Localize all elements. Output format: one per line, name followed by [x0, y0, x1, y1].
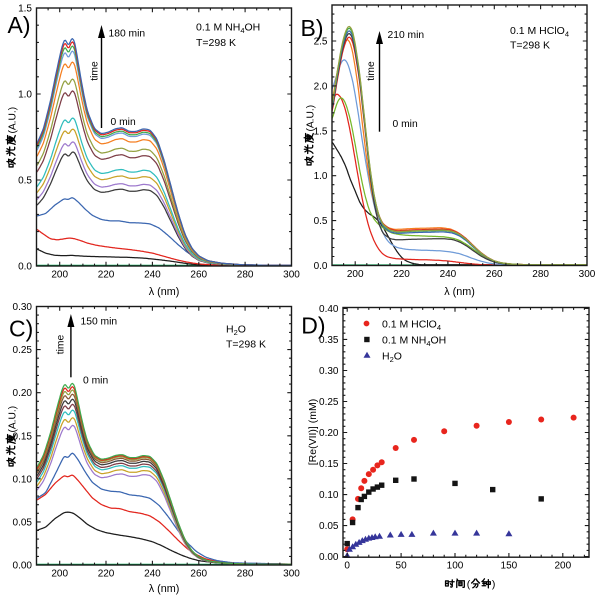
svg-text:time: time — [366, 61, 377, 81]
svg-text:0.5: 0.5 — [18, 176, 32, 187]
svg-text:200: 200 — [554, 561, 571, 572]
svg-text:260: 260 — [486, 269, 503, 280]
svg-text:2.0: 2.0 — [314, 81, 328, 92]
svg-text:): ) — [492, 579, 496, 591]
svg-text:B): B) — [301, 15, 324, 41]
svg-text:1.5: 1.5 — [18, 4, 32, 15]
svg-text:λ (nm): λ (nm) — [444, 286, 475, 298]
svg-text:T=298 K: T=298 K — [226, 339, 266, 351]
svg-text:240: 240 — [144, 270, 161, 281]
svg-text:0.15: 0.15 — [319, 459, 339, 470]
svg-text:0.00: 0.00 — [319, 552, 339, 563]
svg-text:H2O: H2O — [382, 351, 402, 365]
svg-text:0.1 M HClO4: 0.1 M HClO4 — [382, 319, 441, 333]
svg-text:0 min: 0 min — [111, 117, 136, 128]
svg-text:200: 200 — [347, 269, 364, 280]
svg-text:280: 280 — [237, 569, 254, 580]
svg-text:0.05: 0.05 — [319, 521, 339, 532]
svg-text:[Re(VII)] (mM): [Re(VII)] (mM) — [307, 399, 319, 466]
svg-text:0.40: 0.40 — [319, 304, 339, 315]
svg-text:100: 100 — [447, 561, 464, 572]
svg-text:2.5: 2.5 — [314, 37, 328, 48]
svg-text:0.30: 0.30 — [319, 366, 339, 377]
svg-text:150: 150 — [501, 561, 518, 572]
svg-text:200: 200 — [51, 270, 68, 281]
svg-text:260: 260 — [190, 270, 207, 281]
svg-text:(: ( — [467, 579, 471, 591]
svg-text:0.30: 0.30 — [13, 302, 33, 313]
svg-text:280: 280 — [237, 270, 254, 281]
svg-text:0 min: 0 min — [83, 376, 108, 387]
svg-text:50: 50 — [396, 561, 408, 572]
svg-text:0.05: 0.05 — [13, 517, 33, 528]
svg-text:300: 300 — [579, 269, 596, 280]
svg-text:0.25: 0.25 — [319, 397, 339, 408]
svg-text:0.20: 0.20 — [319, 428, 339, 439]
svg-text:H2O: H2O — [226, 323, 246, 337]
svg-text:0.5: 0.5 — [314, 216, 328, 227]
svg-text:220: 220 — [98, 270, 115, 281]
svg-text:0.10: 0.10 — [13, 474, 33, 485]
svg-text:260: 260 — [190, 569, 207, 580]
svg-text:C): C) — [9, 316, 33, 342]
svg-text:0.20: 0.20 — [13, 388, 33, 399]
svg-text:(A.U.): (A.U.) — [8, 107, 19, 134]
svg-text:A): A) — [8, 12, 31, 38]
svg-text:λ (nm): λ (nm) — [149, 286, 180, 298]
svg-text:0.1 M NH4OH: 0.1 M NH4OH — [382, 335, 446, 349]
svg-text:180 min: 180 min — [109, 29, 146, 40]
svg-text:T=298 K: T=298 K — [196, 37, 236, 49]
svg-text:time: time — [90, 61, 101, 81]
svg-text:220: 220 — [393, 269, 410, 280]
svg-text:0.1 M NH4OH: 0.1 M NH4OH — [196, 22, 260, 36]
svg-text:1.5: 1.5 — [314, 126, 328, 137]
svg-text:220: 220 — [98, 569, 115, 580]
svg-text:0 min: 0 min — [393, 119, 418, 130]
svg-text:300: 300 — [283, 569, 300, 580]
svg-text:150 min: 150 min — [81, 317, 118, 328]
svg-text:210 min: 210 min — [388, 30, 425, 41]
svg-text:1.0: 1.0 — [18, 90, 32, 101]
svg-text:(A.U.): (A.U.) — [8, 406, 19, 433]
svg-text:0.0: 0.0 — [18, 262, 32, 273]
svg-text:λ (nm): λ (nm) — [149, 583, 180, 595]
svg-text:280: 280 — [532, 269, 549, 280]
svg-text:0.35: 0.35 — [319, 335, 339, 346]
svg-text:0.25: 0.25 — [13, 345, 33, 356]
svg-text:0.15: 0.15 — [13, 431, 33, 442]
svg-text:(A.U.): (A.U.) — [306, 105, 317, 132]
svg-text:D): D) — [301, 312, 325, 338]
svg-text:240: 240 — [144, 569, 161, 580]
svg-text:1.0: 1.0 — [314, 171, 328, 182]
svg-text:200: 200 — [51, 569, 68, 580]
svg-text:0: 0 — [344, 561, 350, 572]
svg-text:T=298 K: T=298 K — [510, 40, 550, 52]
svg-text:time: time — [56, 335, 67, 355]
svg-text:0.10: 0.10 — [319, 490, 339, 501]
svg-text:0.00: 0.00 — [13, 561, 33, 572]
svg-text:300: 300 — [283, 270, 300, 281]
svg-text:0.0: 0.0 — [314, 261, 328, 272]
svg-text:240: 240 — [440, 269, 457, 280]
svg-text:0.1 M HClO4: 0.1 M HClO4 — [510, 25, 569, 39]
